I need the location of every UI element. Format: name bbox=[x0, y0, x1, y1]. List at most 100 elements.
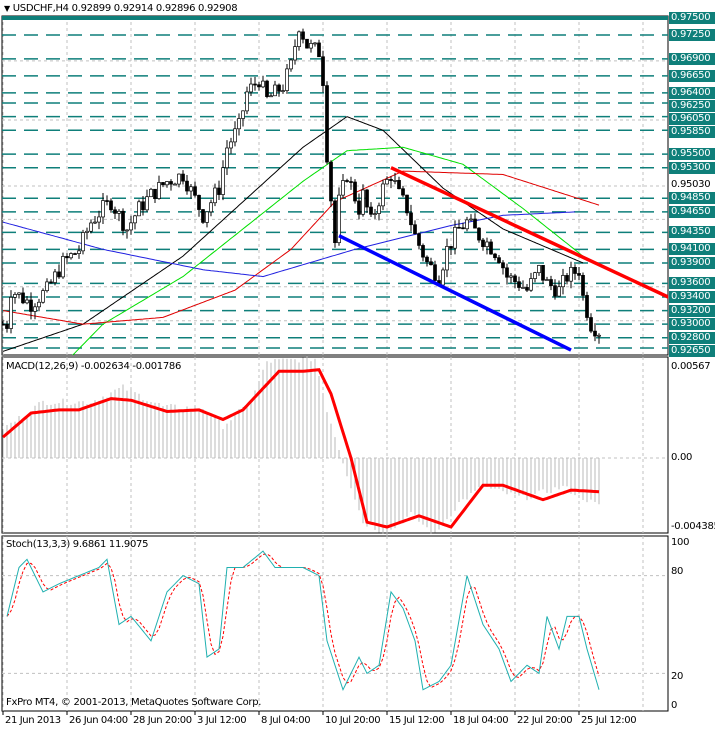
moving-average-red bbox=[2, 170, 600, 325]
candle-body bbox=[525, 287, 529, 291]
candle-body bbox=[285, 68, 289, 91]
candle-body bbox=[281, 90, 285, 92]
price-axis-tick: 0.95030 bbox=[671, 179, 711, 190]
trendline-red bbox=[390, 166, 668, 299]
candle-body bbox=[389, 179, 393, 181]
price-level-label: 0.96650 bbox=[669, 69, 715, 82]
candle-body bbox=[249, 83, 253, 93]
candle-body bbox=[457, 226, 461, 229]
stoch-tick-100: 100 bbox=[671, 537, 690, 548]
candle-body bbox=[2, 323, 5, 326]
time-axis-label: 15 Jul 12:00 bbox=[389, 715, 445, 726]
panel-0 bbox=[1, 15, 669, 356]
candle-body bbox=[77, 250, 81, 254]
candle-body bbox=[361, 189, 365, 215]
candle-body bbox=[521, 287, 525, 289]
candle-body bbox=[89, 222, 93, 232]
candle-body bbox=[297, 31, 301, 47]
candle-body bbox=[13, 294, 17, 298]
candle-body bbox=[509, 275, 513, 278]
macd-title: MACD(12,26,9) -0.002634 -0.001786 bbox=[6, 361, 182, 372]
candle-body bbox=[9, 296, 13, 329]
candle-body bbox=[113, 209, 117, 214]
copyright-text: FxPro MT4, © 2001-2013, MetaQuotes Softw… bbox=[6, 697, 262, 708]
candle-body bbox=[513, 275, 517, 283]
candle-body bbox=[393, 180, 397, 182]
candle-body bbox=[429, 261, 433, 266]
candle-body bbox=[345, 180, 349, 182]
candle-body bbox=[73, 253, 77, 255]
price-level-label: 0.97250 bbox=[669, 29, 715, 41]
candle-body bbox=[537, 265, 541, 274]
candle-body bbox=[545, 279, 549, 281]
stoch-tick-20: 20 bbox=[671, 671, 684, 682]
candle-body bbox=[5, 323, 9, 329]
candle-body bbox=[225, 147, 229, 169]
candle-body bbox=[177, 173, 181, 185]
candle-body bbox=[557, 286, 561, 297]
stoch-title: Stoch(13,3,3) 9.6861 11.9075 bbox=[6, 539, 149, 550]
candle-body bbox=[573, 267, 577, 274]
candle-body bbox=[149, 188, 153, 198]
candle-body bbox=[49, 281, 53, 284]
symbol-label: USDCHF,H4 bbox=[12, 3, 69, 14]
price-level-label: 0.96050 bbox=[669, 112, 715, 125]
stoch-tick-80: 80 bbox=[671, 566, 684, 577]
price-level-label: 0.97500 bbox=[669, 12, 715, 24]
candle-body bbox=[125, 229, 129, 232]
price-level-label: 0.96400 bbox=[669, 86, 715, 99]
time-axis-label: 8 Jul 04:00 bbox=[261, 715, 311, 726]
candle-body bbox=[121, 210, 125, 231]
price-level-label: 0.93900 bbox=[669, 256, 715, 269]
candle-body bbox=[205, 211, 209, 223]
candle-body bbox=[141, 201, 145, 211]
candle-body bbox=[425, 256, 429, 263]
trendline-blue bbox=[338, 234, 572, 352]
candle-body bbox=[341, 180, 345, 196]
candle-body bbox=[237, 118, 241, 130]
candle-body bbox=[321, 56, 325, 86]
candle-body bbox=[45, 281, 49, 291]
candle-body bbox=[517, 281, 521, 288]
candle-body bbox=[185, 180, 189, 192]
candle-body bbox=[309, 43, 313, 49]
stoch-main-line bbox=[6, 550, 600, 692]
candle-body bbox=[349, 181, 353, 183]
main-plot bbox=[2, 28, 668, 355]
candle-body bbox=[253, 83, 257, 86]
candle-body bbox=[533, 272, 537, 279]
candle-body bbox=[405, 194, 409, 214]
candle-body bbox=[277, 84, 281, 92]
candle-body bbox=[421, 245, 425, 258]
candle-body bbox=[53, 271, 57, 283]
candle-body bbox=[109, 200, 113, 211]
candle-body bbox=[201, 209, 205, 223]
candle-body bbox=[373, 213, 377, 215]
moving-average-blue bbox=[2, 211, 576, 278]
price-level-label: 0.96900 bbox=[669, 52, 715, 65]
candle-body bbox=[593, 330, 597, 337]
candle-body bbox=[101, 200, 105, 218]
candle-body bbox=[245, 91, 249, 112]
candle-body bbox=[217, 187, 221, 195]
candle-body bbox=[365, 189, 369, 208]
macd-tick-zero: 0.00 bbox=[671, 452, 693, 463]
candle-body bbox=[81, 232, 85, 252]
candle-body bbox=[85, 230, 89, 233]
candle-body bbox=[433, 264, 437, 281]
time-axis-label: 25 Jul 12:00 bbox=[581, 715, 637, 726]
candle-body bbox=[273, 84, 277, 97]
time-axis-label: 18 Jul 04:00 bbox=[453, 715, 509, 726]
candle-body bbox=[69, 253, 73, 259]
dropdown-triangle-icon[interactable]: ▼ bbox=[4, 4, 10, 13]
candle-body bbox=[325, 85, 329, 163]
candle-body bbox=[57, 271, 61, 278]
candle-body bbox=[169, 181, 173, 185]
candle-body bbox=[589, 317, 593, 332]
price-level-label: 0.93600 bbox=[669, 277, 715, 290]
price-level-label: 0.93200 bbox=[669, 304, 715, 317]
candle-body bbox=[333, 200, 337, 244]
macd-tick-min: -0.004385 bbox=[671, 521, 715, 532]
candle-body bbox=[489, 241, 493, 255]
